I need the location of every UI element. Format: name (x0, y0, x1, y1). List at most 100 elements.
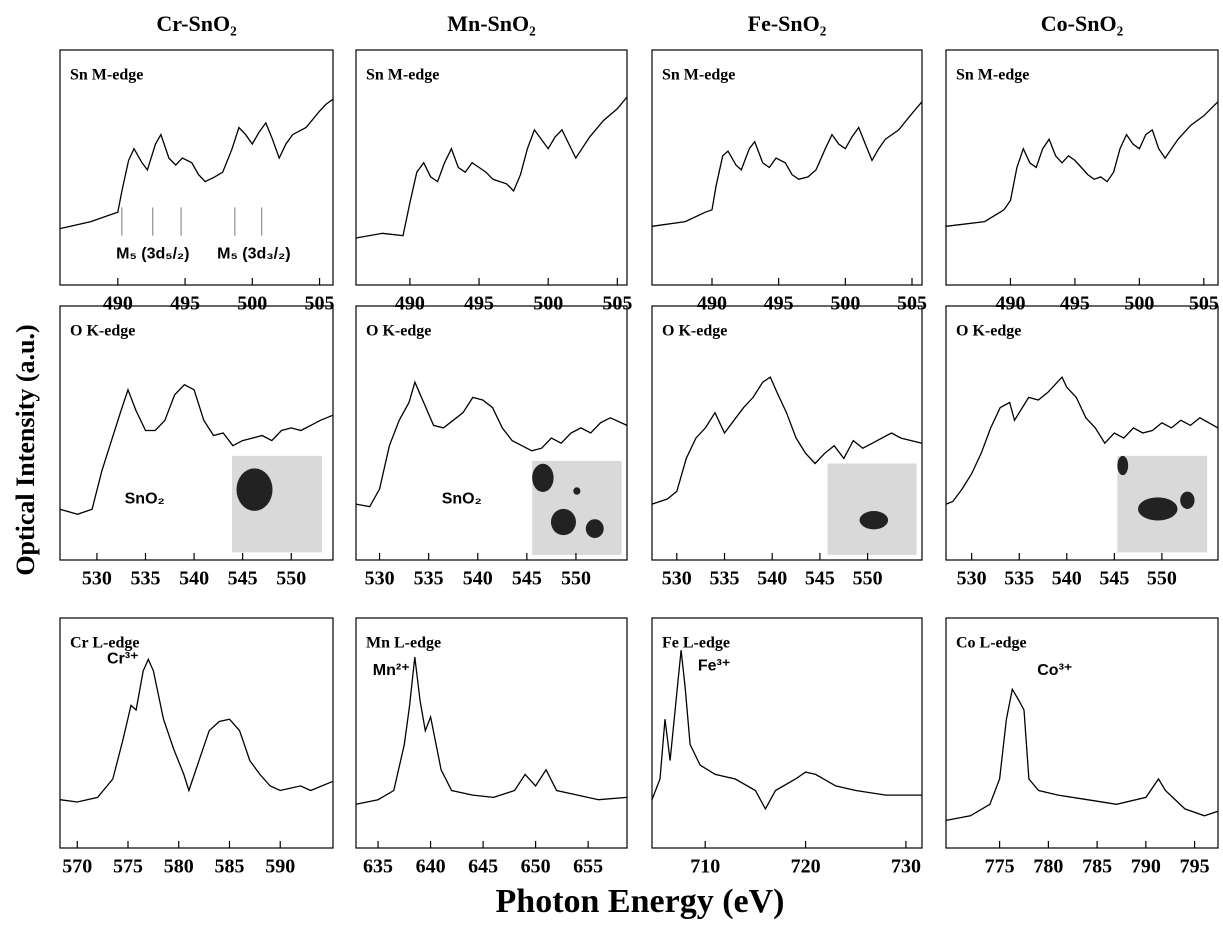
x-tick-label: 580 (164, 856, 194, 878)
inset-particle (585, 519, 604, 539)
x-tick-label: 505 (1189, 293, 1219, 315)
x-tick-label: 500 (830, 293, 860, 315)
x-axis-label: Photon Energy (eV) (496, 883, 785, 920)
spectrum-line (651, 650, 922, 811)
panel-label: O K-edge (956, 323, 1021, 340)
panel-label: Mn L-edge (366, 635, 441, 652)
panel-frame (355, 49, 628, 286)
inset-particle (859, 511, 889, 530)
spectrum-line (355, 380, 628, 508)
panel-frame (59, 49, 334, 286)
column-title: Fe-SnO₂ (748, 11, 827, 36)
spectrum-line (59, 98, 334, 230)
x-tick-label: 545 (228, 568, 258, 590)
panel-label: Sn M-edge (956, 67, 1029, 84)
panel-label: Sn M-edge (662, 67, 735, 84)
annotation: M₅ (3d₃/₂) (217, 246, 290, 263)
x-tick-label: 530 (662, 568, 692, 590)
x-tick-label: 495 (170, 293, 200, 315)
x-tick-label: 505 (897, 293, 927, 315)
inset-particle (1180, 491, 1195, 509)
inset-image (827, 463, 917, 555)
panel-label: O K-edge (366, 323, 431, 340)
x-tick-label: 490 (995, 293, 1025, 315)
x-tick-label: 535 (414, 568, 444, 590)
x-tick-label: 490 (103, 293, 133, 315)
panel-label: O K-edge (662, 323, 727, 340)
x-tick-label: 550 (853, 568, 883, 590)
x-tick-label: 720 (791, 856, 821, 878)
x-tick-label: 645 (468, 856, 498, 878)
spectrum-line (59, 383, 334, 515)
inset-particle (1117, 455, 1129, 476)
column-title: Co-SnO₂ (1041, 11, 1124, 36)
panel-frame (651, 305, 923, 561)
x-tick-label: 530 (365, 568, 395, 590)
spectrum-line (945, 101, 1219, 227)
panel-label: Fe L-edge (662, 635, 730, 652)
inset-particle (532, 463, 554, 492)
x-tick-label: 500 (1124, 293, 1154, 315)
annotation: SnO₂ (125, 490, 165, 507)
spectrum-line (945, 687, 1219, 822)
column-title: Cr-SnO₂ (156, 11, 237, 36)
inset-particle (236, 468, 273, 511)
x-tick-label: 795 (1180, 856, 1210, 878)
x-tick-label: 650 (521, 856, 551, 878)
x-tick-label: 490 (697, 293, 727, 315)
inset-particle (573, 487, 581, 495)
x-tick-label: 655 (573, 856, 603, 878)
x-tick-label: 535 (1004, 568, 1034, 590)
x-tick-label: 780 (1033, 856, 1063, 878)
x-tick-label: 550 (1147, 568, 1177, 590)
x-tick-label: 540 (179, 568, 209, 590)
x-tick-label: 570 (62, 856, 92, 878)
annotation: M₅ (3d₅/₂) (116, 246, 189, 263)
spectrum-line (945, 375, 1219, 505)
x-tick-label: 540 (463, 568, 493, 590)
x-tick-label: 785 (1082, 856, 1112, 878)
x-tick-label: 495 (764, 293, 794, 315)
x-tick-label: 530 (82, 568, 112, 590)
inset-particle (1138, 497, 1178, 521)
panel-label: O K-edge (70, 323, 135, 340)
x-tick-label: 575 (113, 856, 143, 878)
inset-particle (550, 508, 576, 536)
x-tick-label: 790 (1131, 856, 1161, 878)
annotation: Mn²⁺ (373, 662, 410, 679)
panel-frame (945, 49, 1219, 286)
x-tick-label: 540 (757, 568, 787, 590)
x-tick-label: 535 (130, 568, 160, 590)
annotation: SnO₂ (442, 490, 482, 507)
x-tick-label: 545 (805, 568, 835, 590)
x-tick-label: 505 (305, 293, 335, 315)
panel-frame (945, 617, 1219, 849)
panel-label: Co L-edge (956, 635, 1027, 652)
annotation: Cr³⁺ (107, 651, 139, 668)
x-tick-label: 635 (363, 856, 393, 878)
spectrum-line (355, 657, 628, 805)
annotation: Fe³⁺ (698, 658, 730, 675)
x-tick-label: 545 (1099, 568, 1129, 590)
x-tick-label: 490 (395, 293, 425, 315)
x-tick-label: 585 (214, 856, 244, 878)
panel-label: Sn M-edge (70, 67, 143, 84)
x-tick-label: 775 (985, 856, 1015, 878)
panel-frame (651, 49, 923, 286)
panel-frame (651, 617, 923, 849)
x-tick-label: 545 (512, 568, 542, 590)
x-tick-label: 640 (416, 856, 446, 878)
y-axis-label: Optical Intensity (a.u.) (11, 324, 40, 575)
panel-frame (355, 617, 628, 849)
x-tick-label: 495 (464, 293, 494, 315)
panel-label: Sn M-edge (366, 67, 439, 84)
panel-frame (59, 305, 334, 561)
spectrum-line (59, 657, 334, 803)
x-tick-label: 550 (276, 568, 306, 590)
x-tick-label: 500 (533, 293, 563, 315)
x-tick-label: 710 (690, 856, 720, 878)
x-tick-label: 590 (265, 856, 295, 878)
column-title: Mn-SnO₂ (447, 11, 536, 36)
spectrum-line (651, 101, 923, 227)
